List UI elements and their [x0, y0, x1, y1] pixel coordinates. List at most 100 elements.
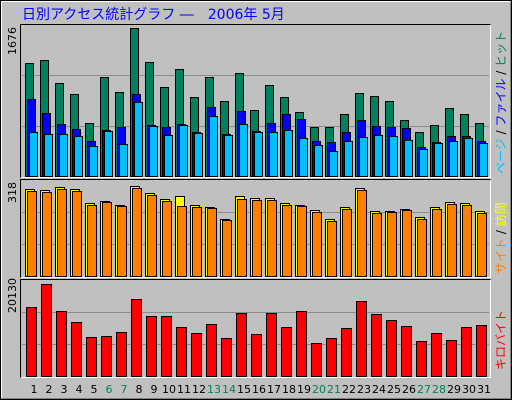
bar-pages-day-13	[209, 116, 218, 177]
x-tick-label-day-7: 7	[121, 383, 128, 396]
bar-kbytes-day-26	[401, 326, 412, 377]
panel-frame-shadow	[20, 24, 491, 178]
plot-area: 1 2 3 4 5 6 7 8 9 10 11 12 13 14 15 16 17 18 19 20 21 22 23 24 2…	[20, 24, 492, 396]
bar-pages-day-23	[359, 137, 368, 177]
x-tick-label-day-1: 1	[31, 383, 38, 396]
x-tick-label-day-22: 22	[342, 383, 356, 396]
bar-kbytes-day-24	[371, 314, 382, 377]
bar-pages-day-30	[464, 138, 473, 177]
x-tick-label-day-5: 5	[91, 383, 98, 396]
x-tick-label-day-10: 10	[162, 383, 176, 396]
legend-hits: ヒット	[494, 31, 508, 67]
x-tick-label-day-25: 25	[387, 383, 401, 396]
bar-kbytes-day-3	[56, 311, 67, 377]
bar-kbytes-day-18	[281, 327, 292, 377]
bar-sites-day-9	[147, 195, 157, 277]
bar-sites-day-7	[117, 206, 127, 277]
bar-pages-day-21	[329, 151, 338, 177]
bar-kbytes-day-6	[101, 336, 112, 377]
bar-pages-day-27	[419, 149, 428, 177]
bar-kbytes-day-31	[476, 325, 487, 377]
x-tick-label-day-15: 15	[237, 383, 251, 396]
chart-title: 日別アクセス統計グラフ ― 2006年 5月	[22, 7, 285, 23]
bar-kbytes-day-14	[221, 338, 232, 377]
x-axis-labels: 1 2 3 4 5 6 7 8 9 10 11 12 13 14 15 16 17 18 19 20 21 22 23 24 2…	[31, 383, 492, 396]
bar-pages-day-8	[134, 102, 143, 177]
bar-pages-day-20	[314, 145, 323, 177]
bar-kbytes-day-10	[161, 316, 172, 377]
panel-frame-highlight	[21, 180, 491, 278]
bar-kbytes-day-25	[386, 320, 397, 377]
x-tick-label-day-8: 8	[136, 383, 143, 396]
panel-frame-shadow	[20, 179, 491, 278]
bar-sites-day-17	[267, 200, 277, 277]
bar-sites-day-26	[402, 210, 412, 277]
x-tick-label-day-21: 21	[327, 383, 341, 396]
max-label-kbytes-panel: 20130	[6, 278, 19, 313]
legend-files: ファイル	[494, 79, 508, 127]
bar-pages-day-3	[59, 134, 68, 177]
panel-kbytes	[20, 279, 491, 378]
bar-kbytes-day-22	[341, 328, 352, 377]
bar-sites-day-28	[432, 209, 442, 277]
bar-kbytes-day-21	[326, 338, 337, 377]
x-tick-label-day-31: 31	[477, 383, 491, 396]
panel-visits-sites	[20, 179, 491, 278]
bar-sites-day-21	[327, 221, 337, 277]
x-tick-label-day-19: 19	[297, 383, 311, 396]
x-tick-label-day-24: 24	[372, 383, 386, 396]
bar-kbytes-day-20	[311, 343, 322, 377]
bar-kbytes-day-12	[191, 333, 202, 377]
bar-sites-day-29	[447, 204, 457, 277]
bar-kbytes-day-4	[71, 322, 82, 377]
legend-kbytes-label: キロバイト	[494, 310, 508, 370]
bar-sites-day-13	[207, 208, 217, 277]
bar-kbytes-day-16	[251, 334, 262, 377]
bar-sites-day-1	[27, 191, 37, 277]
legend-separator: /	[494, 127, 508, 139]
bar-sites-day-30	[462, 205, 472, 277]
bar-pages-day-28	[434, 143, 443, 177]
bar-kbytes-day-30	[461, 327, 472, 377]
legend-kbytes: キロバイト	[494, 310, 508, 370]
legend-sites-visits: サイト / 訪問	[493, 202, 508, 274]
x-tick-label-day-12: 12	[192, 383, 206, 396]
bar-pages-day-25	[389, 136, 398, 177]
bar-kbytes-day-19	[296, 311, 307, 377]
x-tick-label-day-16: 16	[252, 383, 266, 396]
bar-pages-day-19	[299, 138, 308, 177]
bar-kbytes-day-13	[206, 324, 217, 377]
bar-kbytes-day-28	[431, 333, 442, 377]
max-label-visits-panel: 318	[6, 182, 19, 203]
x-tick-label-day-14: 14	[222, 383, 236, 396]
bar-kbytes-day-17	[266, 313, 277, 377]
bar-pages-day-9	[149, 126, 158, 177]
bar-sites-day-22	[342, 209, 352, 277]
bar-sites-day-11	[177, 206, 187, 277]
bar-sites-day-23	[357, 190, 367, 277]
bar-sites-day-19	[297, 206, 307, 277]
legend-visits: 訪問	[493, 202, 508, 226]
bar-pages-day-29	[449, 141, 458, 177]
x-tick-label-day-23: 23	[357, 383, 371, 396]
bar-pages-day-24	[374, 135, 383, 177]
bar-sites-day-16	[252, 200, 262, 277]
x-tick-label-day-11: 11	[177, 383, 191, 396]
x-tick-label-day-4: 4	[76, 383, 83, 396]
bar-pages-day-2	[44, 134, 53, 177]
bar-sites-day-5	[87, 205, 97, 277]
bar-kbytes-day-27	[416, 341, 427, 377]
x-tick-label-day-29: 29	[447, 383, 461, 396]
bar-kbytes-day-7	[116, 332, 127, 377]
x-tick-label-day-6: 6	[106, 383, 113, 396]
bar-pages-day-1	[29, 132, 38, 177]
bar-sites-day-15	[237, 199, 247, 277]
bar-sites-day-24	[372, 213, 382, 277]
x-tick-label-day-30: 30	[462, 383, 476, 396]
bar-pages-day-22	[344, 141, 353, 177]
x-tick-label-day-9: 9	[151, 383, 158, 396]
legend-pages: ページ	[494, 138, 508, 174]
x-tick-label-day-27: 27	[417, 383, 431, 396]
